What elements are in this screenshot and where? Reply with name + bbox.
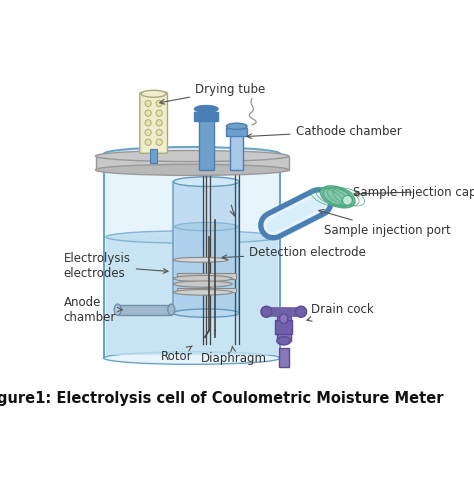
Text: Rotor: Rotor [161,346,192,363]
Ellipse shape [156,129,162,136]
Text: Drain cock: Drain cock [307,303,374,321]
Ellipse shape [145,129,151,136]
Bar [175,227,238,313]
Ellipse shape [156,100,162,107]
Text: Drying tube: Drying tube [160,83,265,104]
Ellipse shape [96,164,289,175]
Ellipse shape [277,311,291,319]
Bar [104,154,280,358]
Bar [177,288,236,292]
Bar [173,182,239,313]
Text: Sample injection cap: Sample injection cap [353,185,474,199]
Bar [96,156,289,170]
Ellipse shape [104,352,280,364]
Bar [277,322,291,332]
Ellipse shape [156,139,162,145]
Ellipse shape [173,275,232,282]
Ellipse shape [96,151,289,162]
Ellipse shape [141,90,166,97]
Ellipse shape [173,309,239,317]
Text: Sample injection port: Sample injection port [319,210,451,237]
Bar [177,273,236,279]
Ellipse shape [295,306,307,317]
Ellipse shape [173,290,232,295]
Text: Electrolysis
electrodes: Electrolysis electrodes [64,252,168,280]
Ellipse shape [320,186,355,208]
Ellipse shape [114,304,121,315]
Bar [226,128,247,136]
Bar [194,112,218,121]
Ellipse shape [156,110,162,116]
Bar [199,109,214,170]
Bar [118,305,171,314]
Ellipse shape [145,139,151,145]
Text: Figure1: Electrolysis cell of Coulometric Moisture Meter: Figure1: Electrolysis cell of Coulometri… [0,391,443,406]
Bar [106,237,278,355]
Text: Anode
chamber: Anode chamber [64,296,122,324]
Bar [279,348,289,367]
Ellipse shape [261,306,272,317]
Text: Detection electrode: Detection electrode [222,246,366,260]
Ellipse shape [226,123,247,129]
Ellipse shape [175,223,238,231]
Ellipse shape [145,110,151,116]
Ellipse shape [173,257,228,262]
Ellipse shape [156,120,162,126]
Ellipse shape [343,196,352,205]
Bar [275,320,292,334]
Bar [230,126,243,170]
Ellipse shape [173,281,232,287]
Ellipse shape [277,337,291,345]
Ellipse shape [173,177,239,186]
Text: Diaphragm: Diaphragm [201,346,267,365]
Bar [277,314,291,341]
Ellipse shape [323,187,352,206]
Ellipse shape [168,304,175,315]
Text: Cathode chamber: Cathode chamber [247,125,401,139]
Ellipse shape [145,100,151,107]
Ellipse shape [145,120,151,126]
Ellipse shape [280,314,288,324]
Ellipse shape [194,105,218,113]
Ellipse shape [104,147,280,161]
Ellipse shape [106,231,278,243]
FancyBboxPatch shape [140,92,167,153]
Bar [150,149,157,163]
